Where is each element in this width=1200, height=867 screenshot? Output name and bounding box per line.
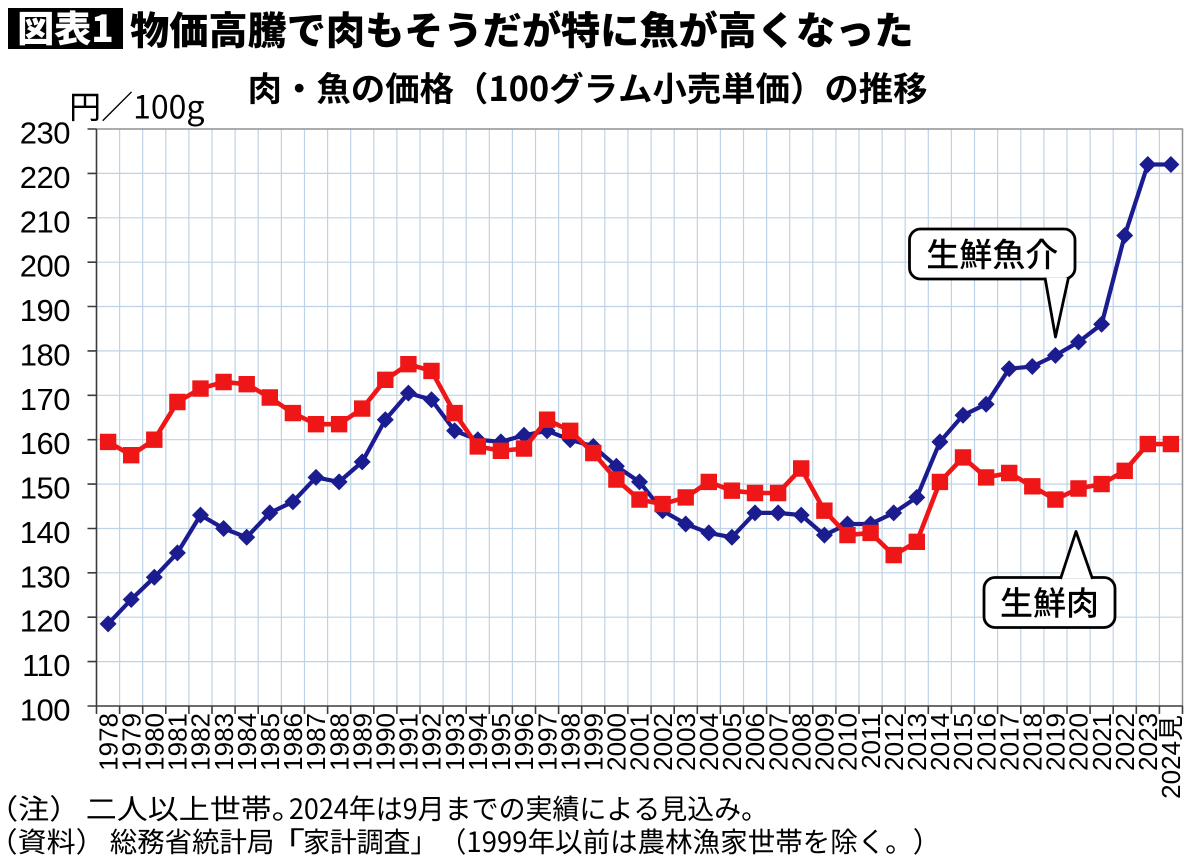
svg-text:1990: 1990 [371, 713, 401, 771]
svg-text:2023: 2023 [1133, 713, 1163, 771]
svg-text:2022: 2022 [1110, 713, 1140, 771]
svg-text:100: 100 [20, 693, 70, 728]
svg-text:1992: 1992 [417, 713, 447, 771]
svg-text:2011: 2011 [856, 713, 886, 769]
svg-text:2018: 2018 [1018, 713, 1048, 771]
svg-text:2020: 2020 [1064, 713, 1094, 771]
svg-text:1994: 1994 [463, 713, 493, 771]
svg-text:2003: 2003 [671, 713, 701, 771]
svg-text:1998: 1998 [555, 713, 585, 771]
svg-text:1989: 1989 [347, 713, 377, 771]
svg-text:130: 130 [20, 559, 70, 594]
svg-text:110: 110 [22, 648, 70, 683]
svg-text:1995: 1995 [486, 713, 516, 771]
svg-text:2024: 2024 [1156, 741, 1186, 799]
svg-text:2010: 2010 [833, 713, 863, 771]
svg-text:2012: 2012 [879, 713, 909, 771]
svg-text:2002: 2002 [648, 713, 678, 771]
svg-text:160: 160 [20, 426, 70, 461]
svg-text:2013: 2013 [902, 713, 932, 771]
svg-text:1993: 1993 [440, 713, 470, 771]
svg-text:1997: 1997 [532, 713, 562, 771]
svg-text:2016: 2016 [971, 713, 1001, 771]
svg-text:1983: 1983 [209, 713, 239, 771]
svg-text:1986: 1986 [278, 713, 308, 771]
svg-text:1987: 1987 [301, 713, 331, 771]
svg-text:140: 140 [20, 515, 70, 550]
svg-text:2015: 2015 [948, 713, 978, 771]
svg-text:150: 150 [20, 471, 70, 506]
svg-text:1981: 1981 [163, 713, 193, 771]
svg-text:200: 200 [20, 249, 70, 284]
svg-text:2009: 2009 [810, 713, 840, 771]
svg-text:1996: 1996 [509, 713, 539, 771]
svg-text:170: 170 [20, 382, 70, 417]
svg-text:2014: 2014 [925, 713, 955, 771]
svg-text:210: 210 [20, 204, 70, 239]
svg-text:2008: 2008 [786, 713, 816, 771]
svg-text:2007: 2007 [763, 713, 793, 771]
svg-text:2004: 2004 [694, 713, 724, 771]
svg-text:1980: 1980 [140, 713, 170, 771]
svg-text:2006: 2006 [740, 713, 770, 771]
svg-text:1999: 1999 [579, 713, 609, 771]
svg-text:2005: 2005 [717, 713, 747, 771]
svg-text:1985: 1985 [255, 713, 285, 771]
svg-text:190: 190 [20, 293, 70, 328]
svg-text:1988: 1988 [324, 713, 354, 771]
svg-text:220: 220 [20, 160, 70, 195]
svg-text:1984: 1984 [232, 713, 262, 771]
svg-text:2001: 2001 [625, 713, 655, 771]
svg-text:2017: 2017 [994, 713, 1024, 771]
svg-text:2019: 2019 [1041, 713, 1071, 771]
svg-text:1991: 1991 [394, 713, 424, 771]
svg-text:1979: 1979 [116, 713, 146, 771]
svg-text:2021: 2021 [1087, 713, 1117, 771]
svg-text:180: 180 [20, 337, 70, 372]
svg-text:1982: 1982 [186, 713, 216, 771]
svg-text:120: 120 [20, 604, 70, 639]
svg-text:1978: 1978 [93, 713, 123, 771]
svg-text:2000: 2000 [602, 713, 632, 771]
svg-text:230: 230 [20, 116, 70, 151]
